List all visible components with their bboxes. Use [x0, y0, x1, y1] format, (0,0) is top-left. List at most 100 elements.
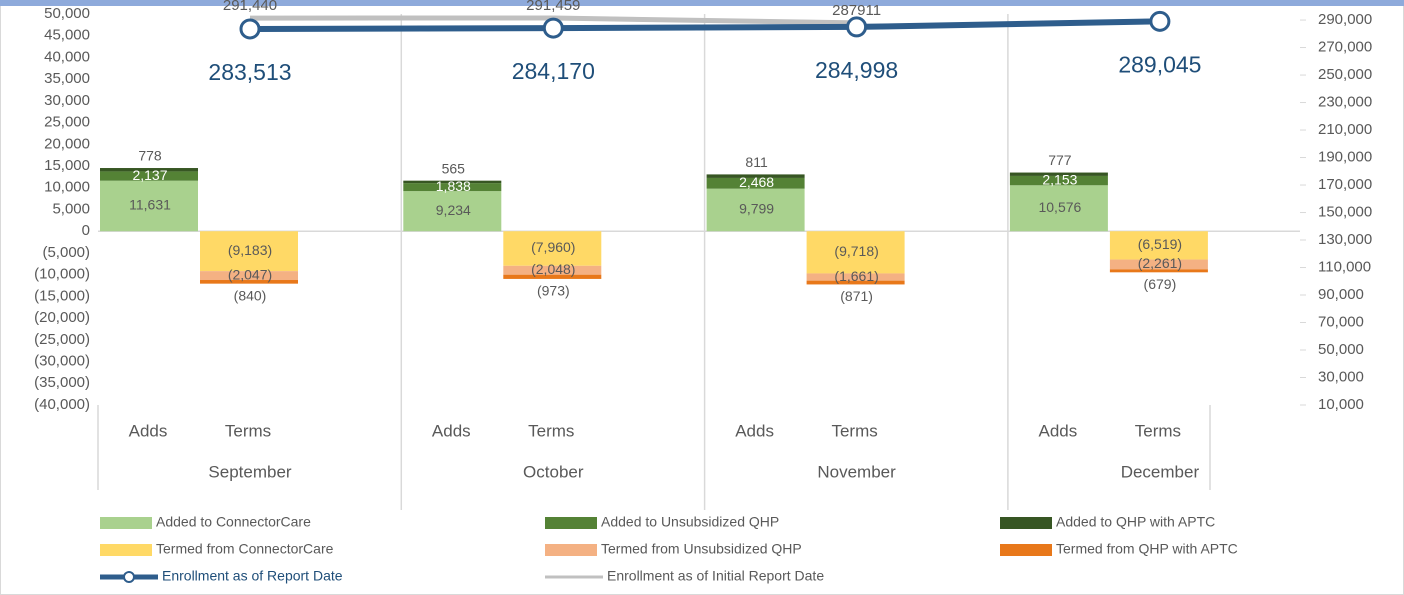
line-marker: [542, 17, 564, 39]
bar-value-label: (2,048): [531, 261, 575, 277]
bar-value-label: (2,261): [1138, 255, 1182, 271]
y2-tick-label: 90,000: [1318, 286, 1364, 303]
y2-tick-label: 70,000: [1318, 313, 1364, 330]
legend-marker: [123, 571, 135, 583]
bar-segment: [403, 180, 502, 184]
month-label: December: [1121, 462, 1200, 481]
bar-segment: [706, 188, 805, 232]
line-marker: [239, 18, 261, 40]
legend-item: Added to QHP with APTC: [1000, 514, 1215, 530]
x-tick-label: Terms: [225, 421, 271, 440]
line-value-label: 284,170: [512, 58, 595, 84]
y-tick-label: 15,000: [44, 157, 90, 174]
y-tick-label: 40,000: [44, 48, 90, 65]
bar-segment: [403, 191, 502, 232]
bar-value-label: (9,183): [228, 242, 272, 258]
legend-label: Enrollment as of Initial Report Date: [607, 568, 824, 584]
y-tick-label: (15,000): [34, 287, 90, 304]
y2-tick-label: 30,000: [1318, 368, 1364, 385]
bar-segment: [1009, 175, 1108, 186]
legend-swatch: [545, 544, 597, 556]
bar-segment: [200, 271, 298, 281]
legend-item: Enrollment as of Report Date: [100, 568, 343, 584]
line-value-label: 291,459: [526, 0, 580, 14]
bar-segment: [1109, 269, 1208, 273]
bar-segment: [100, 180, 198, 232]
x-tick-label: Terms: [1135, 421, 1181, 440]
bar-value-label: 2,153: [1042, 171, 1077, 187]
line-marker: [846, 16, 868, 38]
bar-value-label: 565: [442, 160, 466, 176]
bar-value-label: (1,661): [834, 268, 878, 284]
bar-value-label: (973): [537, 283, 570, 299]
y2-tick-label: 170,000: [1318, 176, 1372, 193]
legend-label: Termed from QHP with APTC: [1056, 541, 1238, 557]
month-label: September: [208, 462, 291, 481]
bar-segment: [806, 273, 905, 281]
legend-item: Added to ConnectorCare: [100, 514, 311, 530]
bar-value-label: 811: [745, 154, 768, 170]
legend-swatch: [1000, 517, 1052, 529]
bar-segment: [1109, 231, 1208, 260]
bar-value-label: (6,519): [1138, 236, 1182, 252]
bar-segment: [100, 168, 198, 172]
y2-tick-label: 210,000: [1318, 121, 1372, 138]
bar-segment: [806, 231, 905, 274]
y2-tick-label: 290,000: [1318, 11, 1372, 28]
y2-tick-label: 270,000: [1318, 39, 1372, 56]
bar-segment: [706, 177, 805, 189]
bar-segment: [806, 280, 905, 285]
y-tick-label: (5,000): [42, 244, 90, 261]
legend-swatch: [1000, 544, 1052, 556]
line-marker: [1149, 10, 1171, 32]
line-value-label: 289,045: [1118, 51, 1201, 77]
legend-label: Enrollment as of Report Date: [162, 568, 343, 584]
bar-segment: [100, 171, 198, 181]
bar-value-label: 9,799: [739, 201, 774, 217]
y-tick-label: 5,000: [52, 200, 90, 217]
bar-segment: [503, 231, 602, 266]
legend-item: Termed from ConnectorCare: [100, 541, 334, 557]
bar-value-label: (871): [840, 288, 873, 304]
y-tick-label: 35,000: [44, 70, 90, 87]
line-value-label: 291,440: [223, 0, 277, 14]
bar-segment: [403, 183, 502, 192]
month-label: November: [817, 462, 896, 481]
legend-label: Termed from Unsubsidized QHP: [601, 541, 802, 557]
y-tick-label: 50,000: [44, 5, 90, 22]
y-tick-label: (40,000): [34, 396, 90, 413]
y2-tick-label: 250,000: [1318, 66, 1372, 83]
legend-item: Termed from Unsubsidized QHP: [545, 541, 802, 557]
month-label: October: [523, 462, 584, 481]
y-tick-label: 20,000: [44, 135, 90, 152]
bar-segment: [1109, 259, 1208, 270]
y2-tick-label: 10,000: [1318, 396, 1364, 413]
legend-label: Added to QHP with APTC: [1056, 514, 1215, 530]
bar-value-label: 9,234: [436, 202, 471, 218]
bar-segment: [200, 280, 298, 284]
y-tick-label: 25,000: [44, 114, 90, 131]
y-tick-label: (35,000): [34, 374, 90, 391]
y-tick-label: 10,000: [44, 179, 90, 196]
y2-tick-label: 150,000: [1318, 203, 1372, 220]
bar-segment: [706, 174, 805, 178]
bar-segment: [503, 265, 602, 275]
y-tick-label: (20,000): [34, 309, 90, 326]
bar-value-label: (2,047): [228, 266, 272, 282]
bar-value-label: (7,960): [531, 239, 575, 255]
bar-value-label: (679): [1144, 276, 1177, 292]
x-tick-label: Adds: [1039, 421, 1078, 440]
bar-value-label: 777: [1048, 152, 1072, 168]
y2-tick-label: 110,000: [1318, 258, 1371, 275]
x-tick-label: Adds: [735, 421, 774, 440]
y-tick-label: (25,000): [34, 331, 90, 348]
y2-tick-label: 50,000: [1318, 341, 1364, 358]
legend-swatch: [100, 544, 152, 556]
legend-label: Added to ConnectorCare: [156, 514, 311, 530]
bar-value-label: 1,838: [436, 178, 471, 194]
x-tick-label: Terms: [528, 421, 574, 440]
bar-value-label: 11,631: [129, 197, 171, 213]
y-tick-label: 0: [82, 222, 90, 239]
bar-value-label: (9,718): [834, 243, 878, 259]
